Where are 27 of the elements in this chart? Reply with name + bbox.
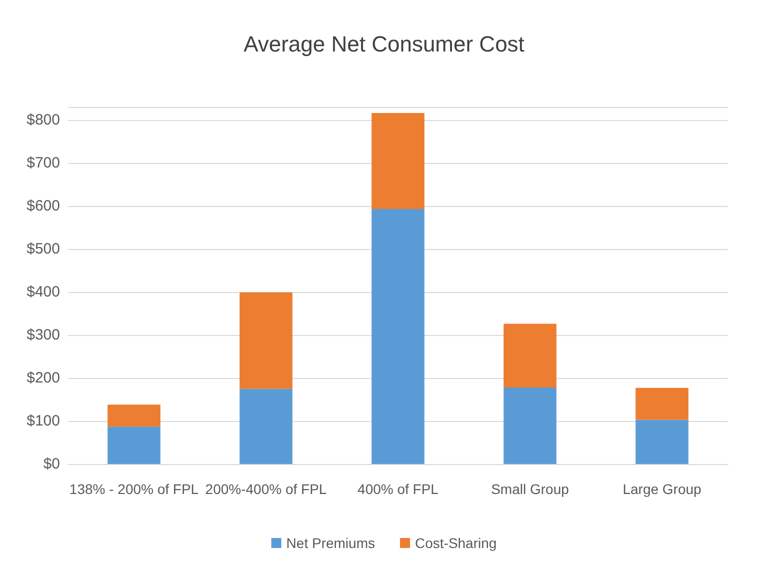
y-tick-label: $500 [26, 240, 60, 258]
bar [372, 208, 424, 464]
y-tick-label: $0 [43, 456, 60, 472]
bar [636, 388, 688, 420]
bar [636, 420, 688, 464]
bar [108, 426, 160, 464]
x-tick-label: Large Group [622, 481, 702, 497]
bar [240, 388, 292, 464]
y-tick-label: $100 [26, 412, 60, 430]
bar [504, 324, 556, 388]
x-tick-label: 400% of FPL [358, 481, 439, 497]
y-tick-label: $700 [26, 154, 60, 172]
x-tick-label: 138% - 200% of FPL [69, 481, 199, 497]
y-tick-label: $200 [26, 369, 60, 386]
bar [372, 113, 424, 209]
y-tick-label: $300 [26, 326, 60, 344]
chart-title: Average Net Consumer Cost [244, 32, 524, 56]
legend-label: Cost-Sharing [414, 535, 497, 551]
y-tick-label: $600 [26, 197, 60, 214]
x-tick-label: Small Group [491, 481, 570, 497]
bar [504, 387, 556, 464]
y-tick-label: $400 [26, 283, 60, 300]
bar [108, 404, 160, 427]
y-tick-label: $800 [26, 111, 60, 128]
x-tick-label: 200%-400% of FPL [205, 481, 327, 497]
legend-label: Net Premiums [286, 535, 375, 551]
bar [240, 292, 292, 389]
